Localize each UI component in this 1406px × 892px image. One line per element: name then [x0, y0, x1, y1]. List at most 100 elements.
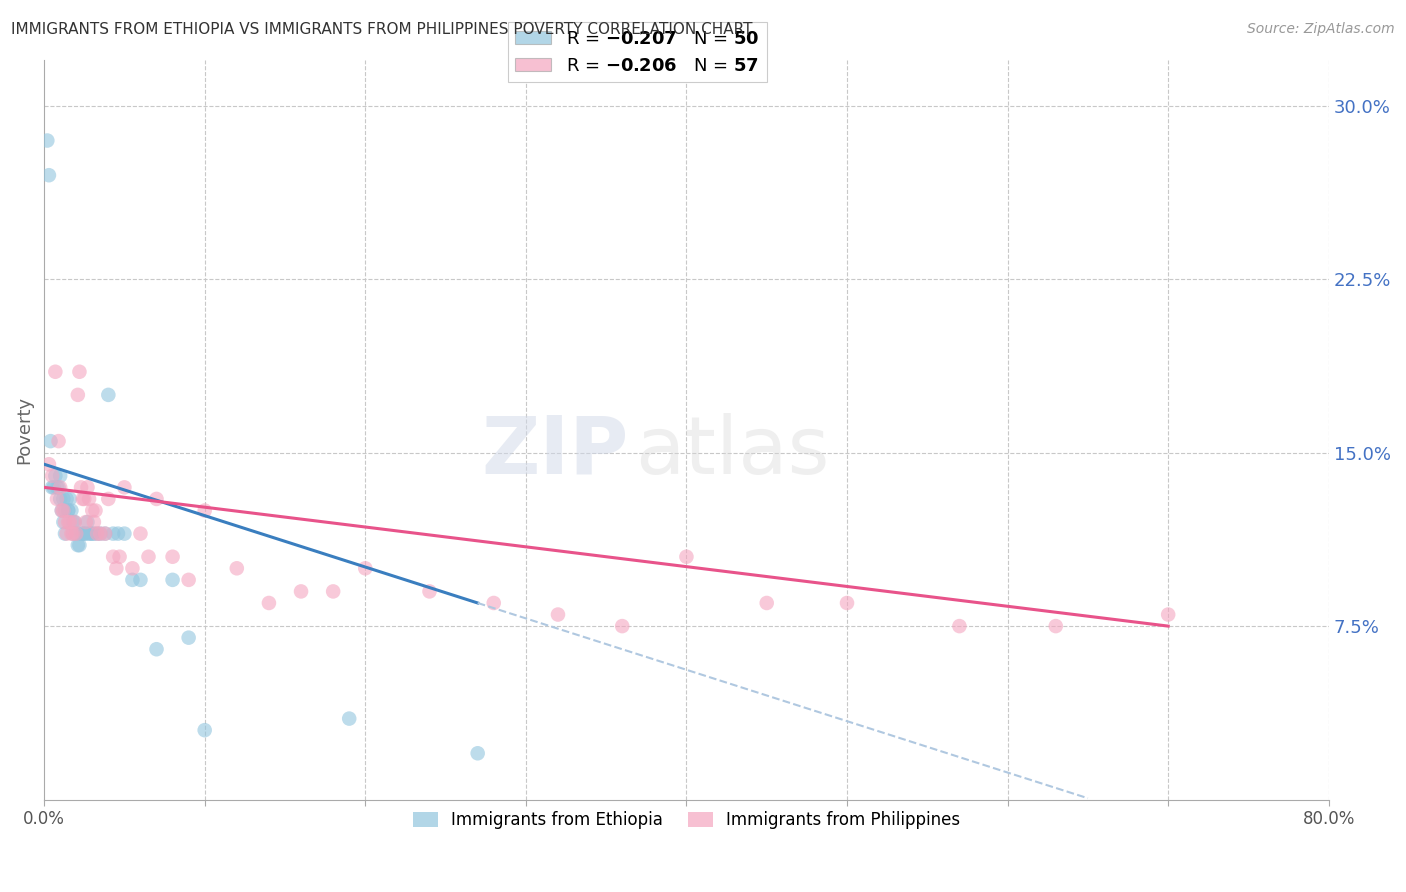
Point	[59, 515, 82, 529]
Point	[83, 526, 105, 541]
Point	[121, 573, 143, 587]
Text: atlas: atlas	[636, 413, 830, 491]
Point	[112, 526, 135, 541]
Point	[59, 491, 82, 506]
Point	[46, 491, 69, 506]
Point	[75, 515, 97, 529]
Point	[418, 584, 440, 599]
Point	[49, 468, 72, 483]
Point	[194, 723, 217, 738]
Point	[467, 746, 489, 760]
Point	[58, 503, 80, 517]
Point	[77, 491, 100, 506]
Point	[89, 526, 111, 541]
Point	[86, 526, 108, 541]
Point	[51, 503, 73, 517]
Point	[63, 515, 86, 529]
Point	[60, 526, 83, 541]
Point	[44, 365, 66, 379]
Point	[39, 434, 62, 449]
Point	[72, 491, 94, 506]
Point	[162, 549, 184, 564]
Point	[145, 491, 167, 506]
Point	[83, 515, 105, 529]
Point	[66, 388, 89, 402]
Point	[1157, 607, 1180, 622]
Point	[48, 480, 70, 494]
Text: IMMIGRANTS FROM ETHIOPIA VS IMMIGRANTS FROM PHILIPPINES POVERTY CORRELATION CHAR: IMMIGRANTS FROM ETHIOPIA VS IMMIGRANTS F…	[11, 22, 752, 37]
Point	[225, 561, 247, 575]
Point	[49, 480, 72, 494]
Point	[138, 549, 160, 564]
Point	[79, 526, 101, 541]
Point	[55, 526, 77, 541]
Point	[129, 526, 152, 541]
Point	[66, 538, 89, 552]
Point	[82, 503, 104, 517]
Point	[755, 596, 778, 610]
Point	[41, 468, 63, 483]
Point	[51, 503, 73, 517]
Point	[1045, 619, 1067, 633]
Point	[675, 549, 697, 564]
Point	[76, 480, 98, 494]
Point	[62, 515, 84, 529]
Point	[547, 607, 569, 622]
Point	[65, 526, 87, 541]
Point	[52, 515, 75, 529]
Point	[177, 631, 200, 645]
Point	[53, 526, 76, 541]
Point	[53, 503, 76, 517]
Text: Source: ZipAtlas.com: Source: ZipAtlas.com	[1247, 22, 1395, 37]
Point	[162, 573, 184, 587]
Legend: Immigrants from Ethiopia, Immigrants from Philippines: Immigrants from Ethiopia, Immigrants fro…	[406, 805, 967, 836]
Point	[948, 619, 970, 633]
Point	[112, 480, 135, 494]
Point	[60, 503, 83, 517]
Point	[38, 457, 60, 471]
Point	[194, 503, 217, 517]
Point	[101, 549, 124, 564]
Point	[38, 168, 60, 182]
Point	[58, 503, 80, 517]
Point	[177, 573, 200, 587]
Point	[482, 596, 505, 610]
Point	[145, 642, 167, 657]
Point	[62, 526, 84, 541]
Point	[94, 526, 117, 541]
Point	[97, 388, 120, 402]
Point	[48, 434, 70, 449]
Point	[77, 526, 100, 541]
Point	[69, 365, 91, 379]
Point	[46, 480, 69, 494]
Point	[354, 561, 377, 575]
Point	[41, 480, 63, 494]
Point	[65, 526, 87, 541]
Point	[84, 503, 107, 517]
Point	[70, 526, 93, 541]
Point	[70, 480, 93, 494]
Point	[73, 526, 96, 541]
Point	[129, 573, 152, 587]
Point	[52, 491, 75, 506]
Point	[49, 491, 72, 506]
Point	[37, 134, 59, 148]
Point	[53, 515, 76, 529]
Point	[97, 491, 120, 506]
Point	[835, 596, 858, 610]
Point	[121, 561, 143, 575]
Point	[108, 549, 131, 564]
Point	[73, 491, 96, 506]
Point	[105, 561, 128, 575]
Point	[55, 491, 77, 506]
Point	[76, 515, 98, 529]
Point	[62, 526, 84, 541]
Point	[72, 526, 94, 541]
Point	[58, 515, 80, 529]
Point	[101, 526, 124, 541]
Point	[75, 526, 97, 541]
Point	[612, 619, 634, 633]
Y-axis label: Poverty: Poverty	[15, 395, 32, 464]
Text: ZIP: ZIP	[481, 413, 628, 491]
Point	[86, 526, 108, 541]
